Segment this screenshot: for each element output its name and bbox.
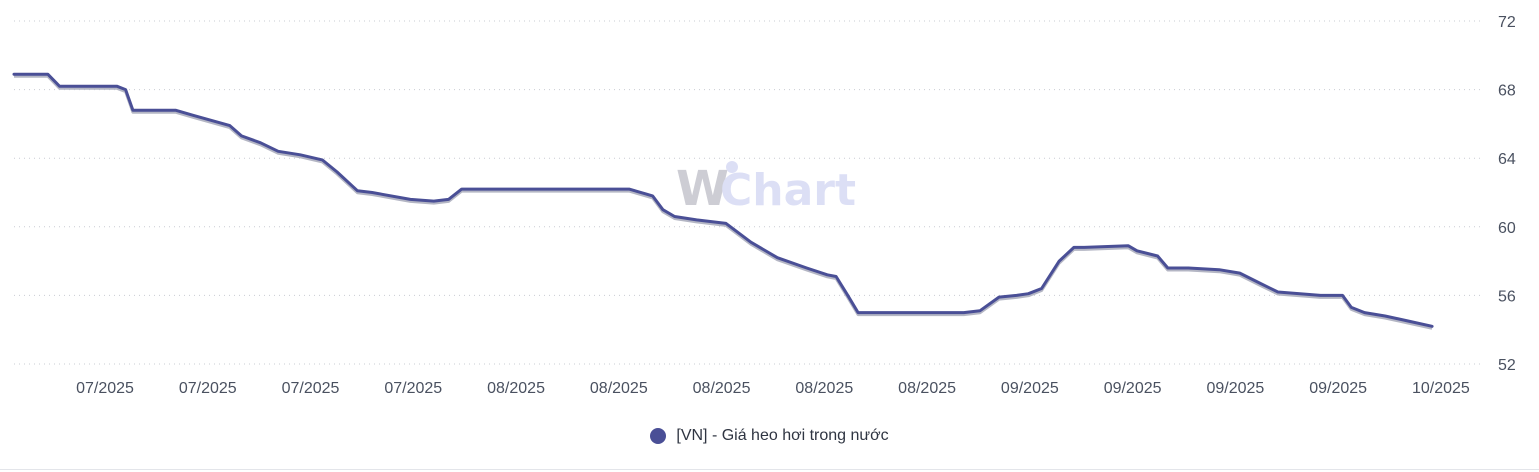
x-tick-label: 07/2025 xyxy=(384,380,442,397)
series-line-0[interactable] xyxy=(12,72,1434,328)
x-tick-label: 08/2025 xyxy=(795,380,853,397)
series-layer xyxy=(12,72,1434,330)
x-tick-label: 10/2025 xyxy=(1412,380,1470,397)
y-tick-label: 64 xyxy=(1498,151,1516,168)
legend-marker-icon xyxy=(650,428,667,444)
y-tick-label: 56 xyxy=(1498,288,1516,305)
y-axis-ticks: 52 56 60 64 68 72 xyxy=(1498,14,1516,374)
series-line-shadow xyxy=(14,74,1433,330)
wichart-watermark: W Chart xyxy=(676,161,856,217)
legend[interactable]: [VN] - Giá heo hơi trong nước xyxy=(0,422,1539,450)
x-axis-ticks: 07/2025 07/2025 07/2025 07/2025 08/2025 08/20… xyxy=(76,380,1470,397)
bottom-divider xyxy=(0,469,1539,470)
y-tick-label: 60 xyxy=(1498,220,1516,237)
x-tick-label: 09/2025 xyxy=(1309,380,1367,397)
x-tick-label: 08/2025 xyxy=(693,380,751,397)
x-tick-label: 07/2025 xyxy=(76,380,134,397)
x-tick-label: 07/2025 xyxy=(179,380,237,397)
y-tick-label: 72 xyxy=(1498,14,1516,31)
x-tick-label: 07/2025 xyxy=(282,380,340,397)
watermark-w-logo: W xyxy=(676,161,729,217)
watermark-text: Chart xyxy=(720,165,856,216)
legend-label[interactable]: [VN] - Giá heo hơi trong nước xyxy=(676,427,889,444)
watermark-dot-icon xyxy=(726,161,738,173)
x-tick-label: 09/2025 xyxy=(1206,380,1264,397)
x-tick-label: 09/2025 xyxy=(1104,380,1162,397)
x-tick-label: 09/2025 xyxy=(1001,380,1059,397)
x-tick-label: 08/2025 xyxy=(590,380,648,397)
y-tick-label: 68 xyxy=(1498,83,1516,100)
x-tick-label: 08/2025 xyxy=(487,380,545,397)
x-tick-label: 08/2025 xyxy=(898,380,956,397)
y-tick-label: 52 xyxy=(1498,357,1516,374)
